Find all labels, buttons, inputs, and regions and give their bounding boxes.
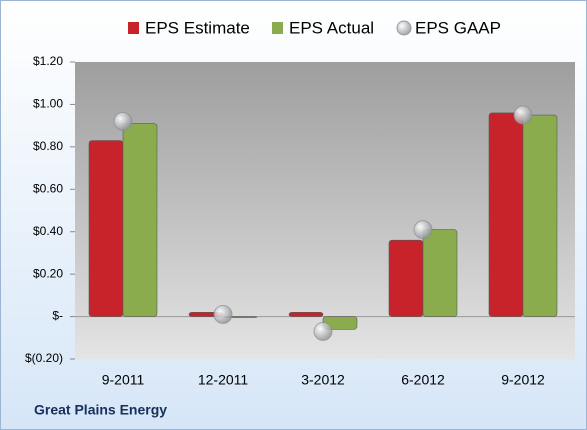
legend-label: EPS Estimate: [145, 18, 250, 37]
y-tick-label: $0.80: [33, 139, 63, 153]
x-tick-label: 6-2012: [401, 372, 445, 388]
y-tick-label: $-: [52, 309, 63, 323]
y-tick-label: $0.40: [33, 224, 63, 238]
bar: [88, 140, 124, 317]
bar: [388, 239, 424, 317]
x-tick-label: 12-2011: [198, 372, 249, 388]
y-tick-label: $0.20: [33, 266, 63, 280]
legend-marker: [272, 22, 283, 34]
gaap-marker: [213, 304, 233, 324]
y-tick-label: $1.20: [33, 54, 63, 68]
bar: [488, 112, 524, 317]
gaap-marker: [313, 321, 333, 341]
gaap-marker: [113, 111, 133, 131]
legend-label: EPS GAAP: [415, 18, 501, 37]
bar: [122, 123, 158, 317]
y-tick-label: $1.00: [33, 97, 63, 111]
gaap-marker: [513, 105, 533, 125]
legend-label: EPS Actual: [289, 18, 374, 37]
y-tick-label: $(0.20): [25, 351, 63, 365]
x-tick-label: 9-2012: [501, 372, 545, 388]
y-tick-label: $0.60: [33, 181, 63, 195]
x-tick-label: 9-2011: [102, 372, 145, 388]
legend-marker: [396, 20, 412, 36]
bar: [422, 229, 458, 317]
x-tick-label: 3-2012: [301, 372, 345, 388]
gaap-marker: [413, 220, 433, 240]
bar: [288, 312, 324, 317]
legend-marker: [128, 22, 139, 34]
caption: Great Plains Energy: [34, 402, 167, 418]
bar: [522, 114, 558, 317]
